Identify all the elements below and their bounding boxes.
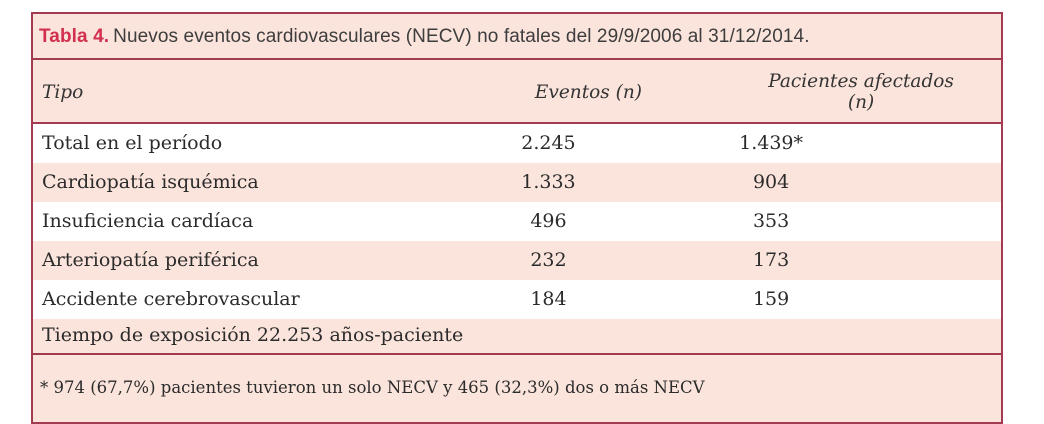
row-pacientes: 159 bbox=[752, 288, 790, 310]
row-spacer bbox=[875, 123, 1001, 163]
data-table: Tipo Eventos (n) Pacientes afectados (n)… bbox=[33, 58, 1001, 355]
row-pacientes: 173 bbox=[752, 249, 790, 271]
table-row: Insuficiencia cardíaca 496 353 bbox=[33, 202, 1001, 241]
row-spacer bbox=[875, 202, 1001, 241]
table-title: Nuevos eventos cardiovasculares (NECV) n… bbox=[113, 26, 810, 47]
row-eventos: 2.245 bbox=[521, 132, 576, 154]
column-header-eventos-label: Eventos (n) bbox=[534, 81, 643, 103]
column-header-tipo: Tipo bbox=[33, 59, 430, 124]
row-eventos: 1.333 bbox=[521, 171, 576, 193]
row-spacer bbox=[875, 280, 1001, 319]
table-row: Total en el período 2.245 1.439* bbox=[33, 123, 1001, 163]
row-eventos: 496 bbox=[530, 210, 567, 232]
row-pacientes: 353 bbox=[752, 210, 790, 232]
row-spacer bbox=[875, 241, 1001, 280]
header-row: Tipo Eventos (n) Pacientes afectados (n) bbox=[33, 59, 1001, 124]
row-tipo: Accidente cerebrovascular bbox=[42, 288, 300, 310]
table-footnote: * 974 (67,7%) pacientes tuvieron un solo… bbox=[40, 378, 705, 397]
table-card: Tabla 4. Nuevos eventos cardiovasculares … bbox=[31, 12, 1003, 424]
column-header-spacer bbox=[875, 59, 1001, 124]
summary-row: Tiempo de exposición 22.253 años-pacient… bbox=[33, 319, 1001, 355]
row-pacientes: 904 bbox=[752, 171, 790, 193]
column-header-eventos: Eventos (n) bbox=[429, 59, 668, 124]
table-number-label: Tabla 4. bbox=[39, 26, 110, 47]
row-eventos: 232 bbox=[530, 249, 567, 271]
row-eventos: 184 bbox=[530, 288, 567, 310]
row-tipo: Total en el período bbox=[42, 132, 223, 154]
row-tipo: Arteriopatía periférica bbox=[42, 249, 259, 271]
table-row: Accidente cerebrovascular 184 159 bbox=[33, 280, 1001, 319]
table-row: Cardiopatía isquémica 1.333 904 bbox=[33, 163, 1001, 202]
row-pacientes: 1.439* bbox=[739, 132, 804, 154]
row-spacer bbox=[875, 163, 1001, 202]
row-tipo: Insuficiencia cardíaca bbox=[42, 210, 254, 232]
table-row: Arteriopatía periférica 232 173 bbox=[33, 241, 1001, 280]
row-tipo: Cardiopatía isquémica bbox=[42, 171, 259, 193]
column-header-pacientes-label: Pacientes afectados (n) bbox=[768, 71, 954, 113]
summary-row-text: Tiempo de exposición 22.253 años-pacient… bbox=[33, 319, 1001, 355]
table-caption: Tabla 4. Nuevos eventos cardiovasculares … bbox=[33, 14, 1001, 58]
column-header-pacientes: Pacientes afectados (n) bbox=[667, 59, 954, 124]
